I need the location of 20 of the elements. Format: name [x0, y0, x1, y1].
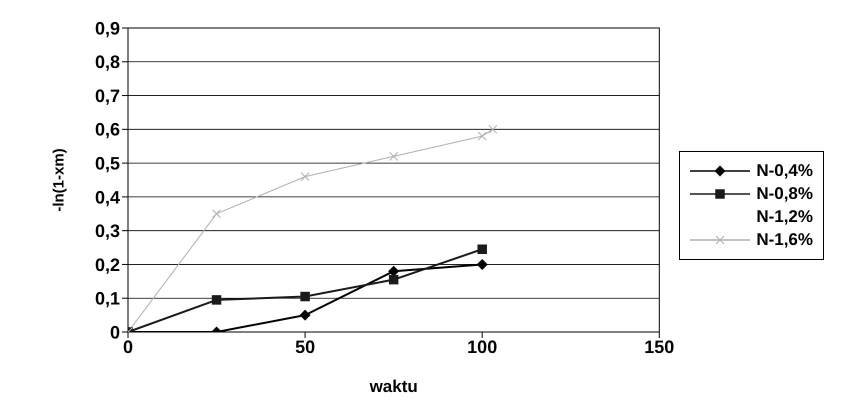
text: N-1,2%	[756, 206, 813, 226]
x-tick-label: 50	[295, 336, 316, 357]
y-tick-label: 0,8	[94, 52, 120, 72]
y-tick-label: 0,7	[94, 86, 120, 106]
legend-label: N-0,4%	[756, 160, 813, 180]
y-tick-label: 0,6	[94, 120, 120, 140]
y-tick-label: 0,2	[94, 254, 120, 275]
y-tick-label: 0	[110, 322, 120, 342]
y-tick-label: 0,9	[94, 18, 120, 38]
x-tick-label: 100	[467, 336, 498, 357]
x-axis-title: waktu	[368, 377, 418, 396]
legend-label: N-0,8%	[756, 184, 813, 204]
x-tick-label: 0	[122, 336, 134, 357]
x-tick-label: 150	[644, 336, 674, 357]
y-tick-label: 0,3	[94, 221, 120, 242]
y-tick-label: 0,1	[94, 288, 120, 309]
legend-label: N-1,6%	[756, 230, 813, 250]
y-tick-label: 0,5	[94, 154, 120, 174]
y-tick-label: 0,4	[94, 187, 120, 208]
y-axis-title: -ln(1-xm)	[50, 148, 68, 212]
